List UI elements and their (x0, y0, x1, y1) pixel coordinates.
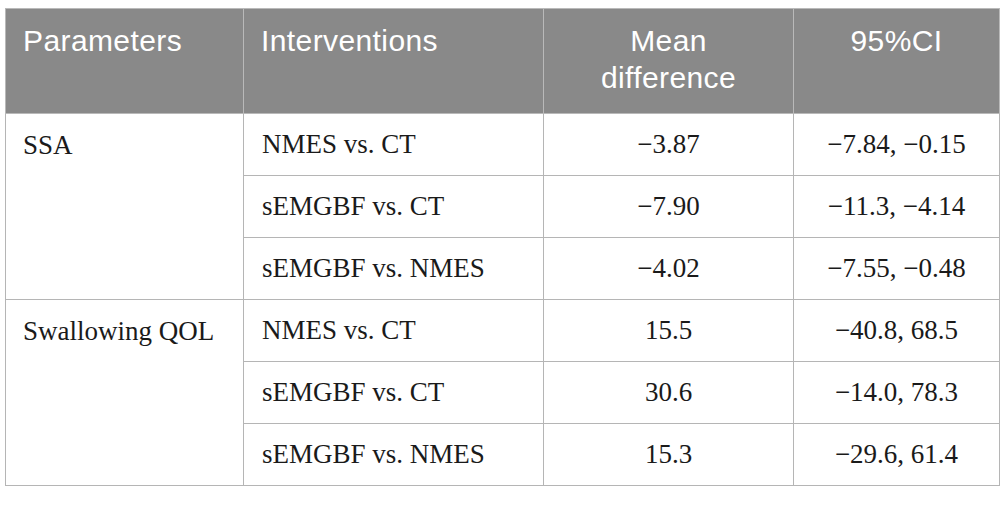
intervention-cell: sEMGBF vs. NMES (244, 424, 544, 486)
header-interventions: Interventions (244, 9, 544, 114)
mean-difference-cell: 30.6 (544, 362, 794, 424)
ci-cell: −40.8, 68.5 (794, 300, 1000, 362)
mean-difference-cell: 15.3 (544, 424, 794, 486)
ci-cell: −11.3, −4.14 (794, 176, 1000, 238)
intervention-cell: sEMGBF vs. NMES (244, 238, 544, 300)
parameter-cell-swallowing-qol: Swallowing QOL (6, 300, 244, 486)
ci-cell: −7.55, −0.48 (794, 238, 1000, 300)
mean-difference-cell: −7.90 (544, 176, 794, 238)
table-row: Swallowing QOL NMES vs. CT 15.5 −40.8, 6… (6, 300, 1000, 362)
intervention-cell: NMES vs. CT (244, 300, 544, 362)
intervention-cell: sEMGBF vs. CT (244, 176, 544, 238)
header-mean-difference-label: Mean difference (579, 22, 759, 96)
ci-cell: −29.6, 61.4 (794, 424, 1000, 486)
header-mean-difference: Mean difference (544, 9, 794, 114)
table-row: SSA NMES vs. CT −3.87 −7.84, −0.15 (6, 114, 1000, 176)
header-parameters: Parameters (6, 9, 244, 114)
mean-difference-cell: −3.87 (544, 114, 794, 176)
mean-difference-cell: 15.5 (544, 300, 794, 362)
network-meta-analysis-table: Parameters Interventions Mean difference… (5, 8, 1000, 486)
results-table-container: Parameters Interventions Mean difference… (5, 8, 999, 486)
mean-difference-cell: −4.02 (544, 238, 794, 300)
ci-cell: −7.84, −0.15 (794, 114, 1000, 176)
intervention-cell: sEMGBF vs. CT (244, 362, 544, 424)
header-row: Parameters Interventions Mean difference… (6, 9, 1000, 114)
parameter-cell-ssa: SSA (6, 114, 244, 300)
header-ci: 95%CI (794, 9, 1000, 114)
ci-cell: −14.0, 78.3 (794, 362, 1000, 424)
intervention-cell: NMES vs. CT (244, 114, 544, 176)
